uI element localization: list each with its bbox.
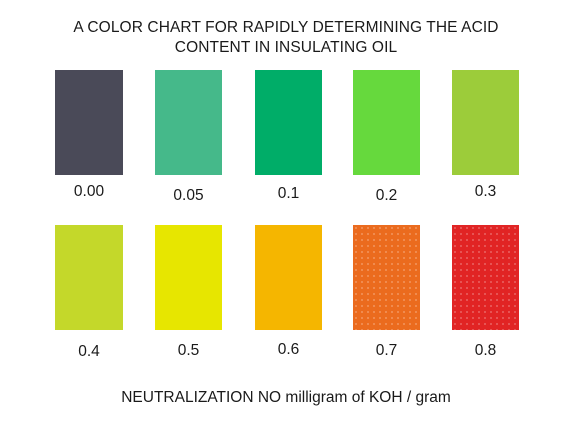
swatch-value-label: 0.6 [277, 341, 300, 358]
swatch-value-label: 0.8 [474, 342, 497, 359]
color-swatch [452, 225, 519, 330]
chart-title: A COLOR CHART FOR RAPIDLY DETERMINING TH… [0, 18, 572, 58]
swatch-value-label: 0.5 [177, 342, 200, 359]
swatch-value-label: 0.05 [173, 187, 204, 204]
color-swatch [155, 225, 222, 330]
color-swatch [155, 70, 222, 175]
swatch-value-label: 0.2 [375, 187, 398, 204]
swatch-value-label: 0.3 [474, 183, 497, 200]
chart-title-line-1: A COLOR CHART FOR RAPIDLY DETERMINING TH… [73, 19, 499, 36]
swatch-value-label: 0.1 [277, 185, 300, 202]
color-swatch [55, 70, 123, 175]
color-swatch [55, 225, 123, 330]
swatch-value-label: 0.4 [78, 343, 100, 360]
swatch-value-label: 0.7 [375, 342, 398, 359]
chart-title-line-2: CONTENT IN INSULATING OIL [174, 39, 398, 56]
color-swatch [255, 70, 322, 175]
color-swatch [353, 225, 420, 330]
color-swatch [353, 70, 420, 175]
color-swatch [452, 70, 519, 175]
x-axis-label: NEUTRALIZATION NO milligram of KOH / gra… [121, 389, 451, 406]
color-swatch [255, 225, 322, 330]
swatch-value-label: 0.00 [73, 183, 105, 200]
